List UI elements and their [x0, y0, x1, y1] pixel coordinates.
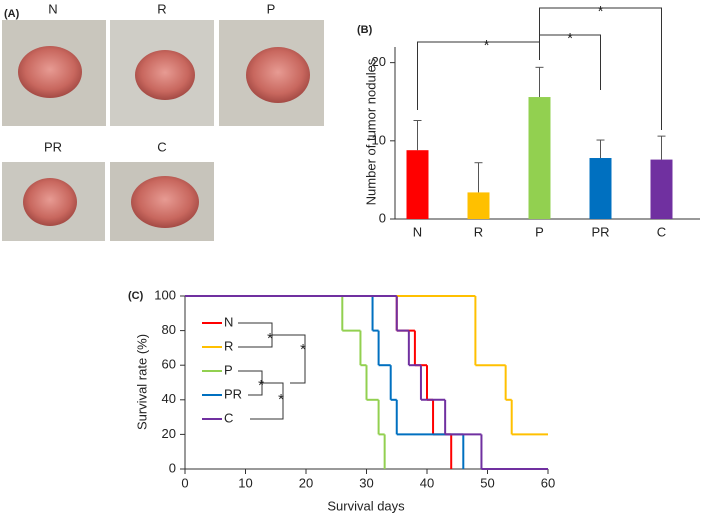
lung	[23, 178, 77, 226]
y-axis-label: Number of tumor nodules	[363, 58, 378, 205]
y-tick-label: 0	[379, 210, 386, 225]
x-tick-label: R	[474, 224, 483, 239]
photo-label: PR	[44, 139, 62, 154]
y-tick-label: 100	[154, 287, 176, 302]
x-tick-label: 20	[299, 475, 313, 490]
x-tick-label: 40	[420, 475, 434, 490]
lung	[246, 47, 310, 103]
y-tick-label: 20	[372, 54, 386, 69]
significance-star: *	[567, 30, 573, 47]
bar	[589, 158, 612, 219]
lung	[18, 46, 82, 98]
significance-bracket	[417, 41, 540, 110]
bar	[406, 150, 429, 219]
x-tick-label: 60	[541, 475, 555, 490]
lung	[135, 50, 195, 100]
legend-label: C	[224, 410, 233, 425]
photo-label: P	[267, 1, 276, 16]
photos	[2, 20, 324, 241]
significance-bracket	[539, 7, 662, 130]
x-tick-label: 10	[238, 475, 252, 490]
legend-label: N	[224, 314, 233, 329]
lung	[131, 176, 199, 228]
significance-star: *	[484, 37, 490, 54]
significance-bracket	[250, 382, 284, 420]
photo-label: N	[48, 1, 57, 16]
y-tick-label: 60	[162, 357, 176, 372]
y-axis-label: Survival rate (%)	[134, 334, 149, 430]
legend-label: R	[224, 338, 233, 353]
significance-star: *	[598, 3, 604, 20]
x-tick-label: N	[413, 224, 422, 239]
photo-label: C	[157, 139, 166, 154]
x-tick-label: PR	[591, 224, 609, 239]
photo-label: R	[157, 1, 166, 16]
bar	[528, 97, 551, 219]
legend-label: PR	[224, 386, 242, 401]
x-tick-label: 50	[480, 475, 494, 490]
significance-star: *	[300, 341, 306, 358]
significance-star: *	[258, 377, 264, 394]
panel-label: (A)	[4, 8, 20, 20]
y-tick-label: 80	[162, 322, 176, 337]
panel-label: (B)	[357, 24, 373, 36]
y-tick-label: 40	[162, 391, 176, 406]
significance-bracket	[272, 334, 306, 384]
x-tick-label: P	[535, 224, 544, 239]
y-tick-label: 10	[372, 132, 386, 147]
x-tick-label: 0	[181, 475, 188, 490]
bar	[467, 192, 490, 219]
significance-star: *	[267, 330, 273, 347]
legend-label: P	[224, 362, 233, 377]
x-tick-label: C	[657, 224, 666, 239]
panel-label: (C)	[128, 290, 144, 302]
significance-star: *	[278, 391, 284, 408]
y-tick-label: 0	[169, 460, 176, 475]
x-tick-label: 30	[359, 475, 373, 490]
x-axis-label: Survival days	[327, 498, 405, 513]
bar	[650, 159, 673, 219]
y-tick-label: 20	[162, 426, 176, 441]
